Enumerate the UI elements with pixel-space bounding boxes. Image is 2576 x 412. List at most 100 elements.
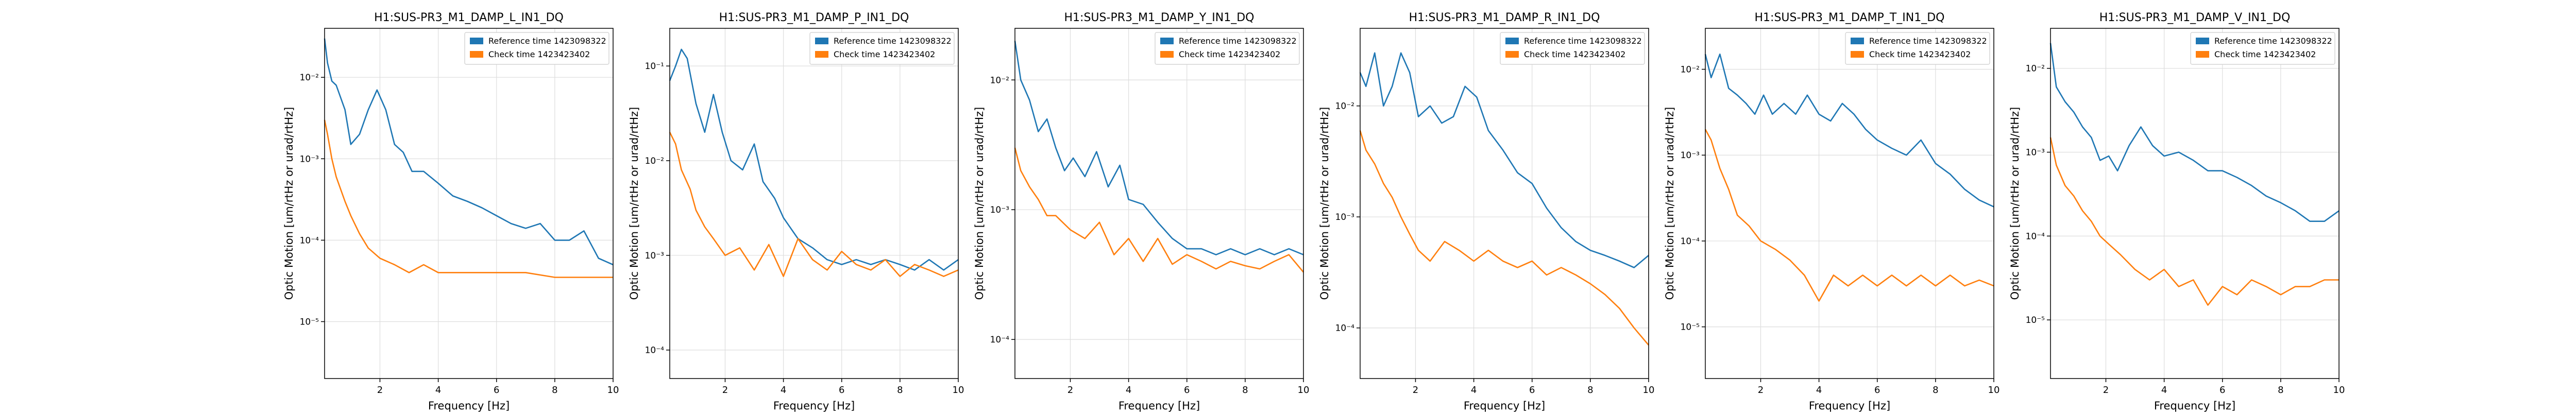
plot-area	[2050, 28, 2339, 379]
x-tick-label: 8	[897, 385, 903, 396]
x-tick-label: 6	[1874, 385, 1880, 396]
y-tick-label: 10⁻²	[990, 75, 1009, 85]
y-axis-label: Optic Motion [um/rtHz or urad/rtHz]	[1318, 107, 1331, 300]
chart-title: H1:SUS-PR3_M1_DAMP_V_IN1_DQ	[2099, 11, 2291, 24]
chart-title: H1:SUS-PR3_M1_DAMP_T_IN1_DQ	[1755, 11, 1945, 24]
reference-series-line	[1359, 52, 1649, 268]
legend-label: Check time 1423423402	[834, 49, 935, 59]
check-series-line	[1704, 129, 1994, 302]
y-tick-label: 10⁻²	[1681, 65, 1700, 75]
chart-panel-2: 2 4 6 8 10 10⁻⁴ 10⁻³ 10⁻² 10⁻¹ H1:SUS-PR3_M1_DAMP…	[628, 11, 964, 412]
plot-area	[1705, 28, 1994, 379]
y-tick-label: 10⁻²	[645, 156, 664, 166]
legend-swatch-check	[1851, 51, 1864, 58]
legend-box	[1155, 32, 1300, 65]
y-tick-label: 10⁻³	[990, 205, 1009, 215]
x-tick-label: 6	[1529, 385, 1535, 396]
legend-label: Reference time 1423098322	[1524, 36, 1642, 46]
x-tick-label: 8	[1587, 385, 1593, 396]
x-tick-label: 6	[2219, 385, 2225, 396]
axes-frame	[2050, 28, 2340, 379]
legend-box	[1845, 32, 1990, 65]
y-tick-label: 10⁻⁵	[300, 317, 319, 327]
y-axis-label: Optic Motion [um/rtHz or urad/rtHz]	[628, 107, 640, 300]
x-tick-label: 2	[377, 385, 383, 396]
legend-swatch-check	[1505, 51, 1519, 58]
x-tick-label: 2	[722, 385, 728, 396]
x-tick-label: 10	[953, 385, 964, 396]
x-axis-label: Frequency [Hz]	[773, 400, 855, 412]
x-tick-label: 8	[1933, 385, 1938, 396]
legend-swatch-reference	[1505, 38, 1519, 44]
legend-label: Reference time 1423098322	[2214, 36, 2332, 46]
x-tick-label: 8	[552, 385, 557, 396]
x-tick-label: 8	[1242, 385, 1248, 396]
x-axis-label: Frequency [Hz]	[2154, 400, 2235, 412]
y-axis-label: Optic Motion [um/rtHz or urad/rtHz]	[2009, 107, 2021, 300]
reference-series-line	[2049, 43, 2340, 222]
plot-area	[1015, 28, 1303, 379]
legend-swatch-check	[2196, 51, 2209, 58]
x-tick-label: 2	[1413, 385, 1418, 396]
legend-swatch-check	[470, 51, 483, 58]
legend: Reference time 1423098322 Check time 1423…	[464, 32, 609, 65]
chart-panel-3: 2 4 6 8 10 10⁻⁴ 10⁻³ 10⁻² H1:SUS-PR3_M1_DAMP_Y_I…	[973, 11, 1309, 412]
reference-series-line	[324, 38, 614, 266]
reference-series-line	[669, 48, 959, 271]
x-tick-label: 2	[1067, 385, 1073, 396]
chart-panel-1: 2 4 6 8 10 10⁻⁵ 10⁻⁴ 10⁻³ 10⁻² H1:SUS-PR3_M1_DAMP…	[283, 11, 619, 412]
legend: Reference time 1423098322 Check time 1423…	[2190, 32, 2335, 65]
y-tick-label: 10⁻⁵	[2026, 315, 2045, 325]
chart-panel-4: 2 4 6 8 10 10⁻⁴ 10⁻³ 10⁻² H1:SUS-PR3_M1_DAMP_R_I…	[1318, 11, 1654, 412]
y-axis-label: Optic Motion [um/rtHz or urad/rtHz]	[973, 107, 986, 300]
y-tick-label: 10⁻⁴	[645, 346, 665, 356]
chart-title: H1:SUS-PR3_M1_DAMP_L_IN1_DQ	[374, 11, 564, 24]
x-axis-label: Frequency [Hz]	[1464, 400, 1545, 412]
x-tick-label: 2	[1758, 385, 1764, 396]
legend: Reference time 1423098322 Check time 1423…	[809, 32, 955, 65]
y-axis-label: Optic Motion [um/rtHz or urad/rtHz]	[283, 107, 295, 300]
y-tick-label: 10⁻³	[645, 251, 664, 261]
x-tick-label: 4	[2161, 385, 2167, 396]
x-tick-label: 6	[1184, 385, 1190, 396]
x-tick-label: 4	[1126, 385, 1131, 396]
legend-label: Check time 1423423402	[1524, 49, 1625, 59]
y-axis-label: Optic Motion [um/rtHz or urad/rtHz]	[1664, 107, 1676, 300]
legend-box	[2190, 32, 2335, 65]
check-series-line	[1359, 130, 1649, 346]
chart-title: H1:SUS-PR3_M1_DAMP_R_IN1_DQ	[1409, 11, 1600, 24]
y-tick-label: 10⁻⁴	[1681, 236, 1700, 247]
x-axis-label: Frequency [Hz]	[1809, 400, 1890, 412]
legend-label: Reference time 1423098322	[834, 36, 952, 46]
y-tick-label: 10⁻³	[1335, 212, 1354, 222]
x-tick-label: 8	[2278, 385, 2283, 396]
y-tick-label: 10⁻²	[1335, 101, 1354, 112]
x-tick-label: 4	[1816, 385, 1822, 396]
x-tick-label: 10	[1298, 385, 1310, 396]
x-tick-label: 4	[781, 385, 786, 396]
axes-frame	[324, 28, 614, 379]
reference-series-line	[1704, 53, 1994, 208]
legend-swatch-reference	[470, 38, 483, 44]
x-tick-label: 6	[839, 385, 844, 396]
plot-area	[1360, 28, 1649, 379]
axes-frame	[1014, 28, 1304, 379]
check-series-line	[1014, 147, 1304, 273]
x-tick-label: 10	[1643, 385, 1655, 396]
axes-frame	[669, 28, 959, 379]
legend: Reference time 1423098322 Check time 1423…	[1500, 32, 1645, 65]
chart-title: H1:SUS-PR3_M1_DAMP_P_IN1_DQ	[719, 11, 909, 24]
y-tick-label: 10⁻²	[300, 73, 319, 83]
y-tick-label: 10⁻⁴	[1335, 323, 1355, 334]
check-series-line	[324, 119, 613, 278]
legend-label: Check time 1423423402	[2214, 49, 2316, 59]
x-tick-label: 4	[435, 385, 441, 396]
x-tick-label: 10	[2333, 385, 2345, 396]
x-tick-label: 10	[607, 385, 619, 396]
legend: Reference time 1423098322 Check time 1423…	[1155, 32, 1300, 65]
y-tick-label: 10⁻¹	[645, 61, 664, 72]
chart-panel-5: 2 4 6 8 10 10⁻⁵ 10⁻⁴ 10⁻³ 10⁻² H1:SUS-PR3_M1_DAMP…	[1664, 11, 1999, 412]
chart-panel-6: 2 4 6 8 10 10⁻⁵ 10⁻⁴ 10⁻³ 10⁻² H1:SUS-PR3_M1_DAMP…	[2009, 11, 2345, 412]
legend-box	[464, 32, 609, 65]
